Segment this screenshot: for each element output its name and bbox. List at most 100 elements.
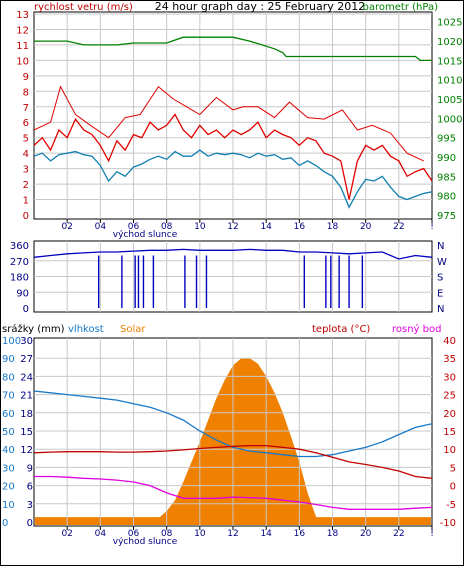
panel3-grid: [34, 338, 432, 526]
rain-tick-24: 24: [20, 372, 33, 383]
humidity-tick-50: 50: [2, 427, 15, 438]
temp-tick-5: -5: [446, 500, 456, 511]
temp-tick-10: -10: [440, 518, 456, 529]
humidity-tick-80: 80: [2, 372, 15, 383]
panel3-sunrise-label: východ slunce: [113, 537, 178, 547]
humidity-tick-90: 90: [2, 354, 15, 365]
compass-tick-1: W: [437, 257, 447, 268]
wind-pressure-panel: 24 hour graph day : 25 February 2012 ryc…: [16, 0, 462, 240]
wind-tick-13: 13: [16, 10, 29, 21]
pressure-tick-1010: 1010: [437, 76, 462, 87]
series-line-rosn-bod: [34, 475, 433, 510]
humidity-axis-label: vlhkost: [68, 324, 104, 335]
temperature-humidity-panel: srážky (mm) vlhkost Solar teplota (°C) r…: [2, 323, 456, 547]
x-tick-02: 02: [61, 222, 72, 232]
x-tick-10: 10: [194, 222, 206, 232]
wind-tick-6: 6: [23, 118, 29, 129]
pressure-tick-975: 975: [437, 211, 456, 222]
temperature-axis-label: teplota (°C): [312, 324, 370, 335]
rain-axis-label: srážky (mm): [2, 323, 65, 335]
humidity-tick-100: 100: [2, 336, 21, 347]
pressure-axis-label: barometr (hPa): [363, 2, 439, 13]
pressure-tick-1015: 1015: [437, 56, 462, 67]
series-line-rychlost-vetru-m-s: [33, 113, 433, 200]
panel1-title: 24 hour graph day : 25 February 2012: [155, 0, 366, 13]
temp-tick-20: 20: [443, 409, 456, 420]
x-tick-04: 04: [95, 529, 107, 539]
pressure-tick-1020: 1020: [437, 37, 462, 48]
humidity-tick-30: 30: [2, 463, 15, 474]
x-tick-10: 10: [194, 529, 206, 539]
x-tick-08: 08: [161, 222, 173, 232]
humidity-tick-40: 40: [2, 445, 15, 456]
temp-tick-40: 40: [443, 336, 456, 347]
compass-tick-2: S: [437, 273, 443, 284]
x-tick-12: 12: [227, 222, 238, 232]
wind-tick-5: 5: [23, 134, 29, 145]
panel2-series: [33, 248, 433, 308]
wind-axis-label: rychlost vetru (m/s): [34, 2, 133, 13]
series-line-vlhkost: [33, 390, 433, 458]
compass-tick-4: N: [437, 304, 444, 315]
humidity-tick-70: 70: [2, 391, 15, 402]
x-tick-: !: [430, 222, 434, 232]
direction-tick-0: 0: [23, 304, 29, 315]
rain-tick-30: 30: [20, 336, 33, 347]
series-line-teplota-c: [33, 444, 433, 479]
series-line-barometr-hpa: [34, 36, 432, 62]
x-tick-18: 18: [327, 222, 339, 232]
x-tick-22: 22: [393, 529, 404, 539]
x-tick-02: 02: [61, 529, 72, 539]
x-tick-20: 20: [360, 222, 372, 232]
series-line-gust: [33, 85, 424, 162]
direction-tick-180: 180: [10, 273, 29, 284]
wind-tick-4: 4: [23, 149, 29, 160]
pressure-tick-995: 995: [437, 134, 456, 145]
pressure-axis-ticks: 975 980 985 990 995 1000 1005 1010 1015 1020 1025: [437, 18, 462, 222]
compass-tick-3: E: [437, 288, 443, 299]
pressure-tick-980: 980: [437, 192, 456, 203]
x-tick-12: 12: [227, 529, 238, 539]
wind-tick-3: 3: [23, 165, 29, 176]
panel3-left-ticks: 0 10 20 30 40 50 60 70 80 90 100 0 3 6 9 12 15 18 21 24 27 30…: [2, 336, 33, 529]
wind-tick-2: 2: [23, 180, 29, 191]
humidity-tick-60: 60: [2, 409, 15, 420]
wind-tick-12: 12: [16, 25, 29, 36]
rain-tick-9: 9: [27, 463, 33, 474]
temp-tick-15: 15: [443, 427, 456, 438]
rain-tick-0: 0: [27, 518, 33, 529]
wind-tick-11: 11: [16, 41, 29, 52]
temp-tick-5: 5: [450, 463, 456, 474]
temp-tick-0: 0: [450, 482, 456, 493]
pressure-tick-1000: 1000: [437, 114, 462, 125]
panel3-x-ticks: 02 04 06 08 10 12 14 16 18 20 22!: [61, 526, 434, 539]
x-tick-04: 04: [95, 222, 107, 232]
wind-tick-1: 1: [23, 196, 29, 207]
series-line-direction: [33, 248, 433, 260]
compass-tick-0: N: [437, 241, 444, 252]
temp-tick-10: 10: [443, 445, 456, 456]
rain-tick-21: 21: [20, 391, 33, 402]
rain-tick-18: 18: [20, 409, 33, 420]
x-tick-14: 14: [260, 222, 272, 232]
x-tick-08: 08: [161, 529, 173, 539]
x-tick-16: 16: [294, 529, 306, 539]
dewpoint-axis-label: rosný bod: [392, 323, 441, 335]
panel1-series: [33, 36, 433, 209]
x-tick-18: 18: [327, 529, 339, 539]
x-tick-: !: [430, 529, 434, 539]
x-tick-14: 14: [260, 529, 272, 539]
solar-axis-label: Solar: [120, 324, 146, 335]
wind-tick-9: 9: [23, 72, 29, 83]
direction-tick-270: 270: [10, 257, 29, 268]
temperature-axis-ticks: -10 -5 0 5 10 15 20 25 30 35 40: [440, 336, 456, 529]
direction-tick-360: 360: [10, 241, 29, 252]
x-tick-06: 06: [128, 529, 140, 539]
x-tick-06: 06: [128, 222, 140, 232]
direction-degree-ticks: 360 270 180 90 0: [10, 241, 29, 315]
series-line-prumer: [33, 149, 433, 209]
rain-tick-3: 3: [27, 500, 33, 511]
